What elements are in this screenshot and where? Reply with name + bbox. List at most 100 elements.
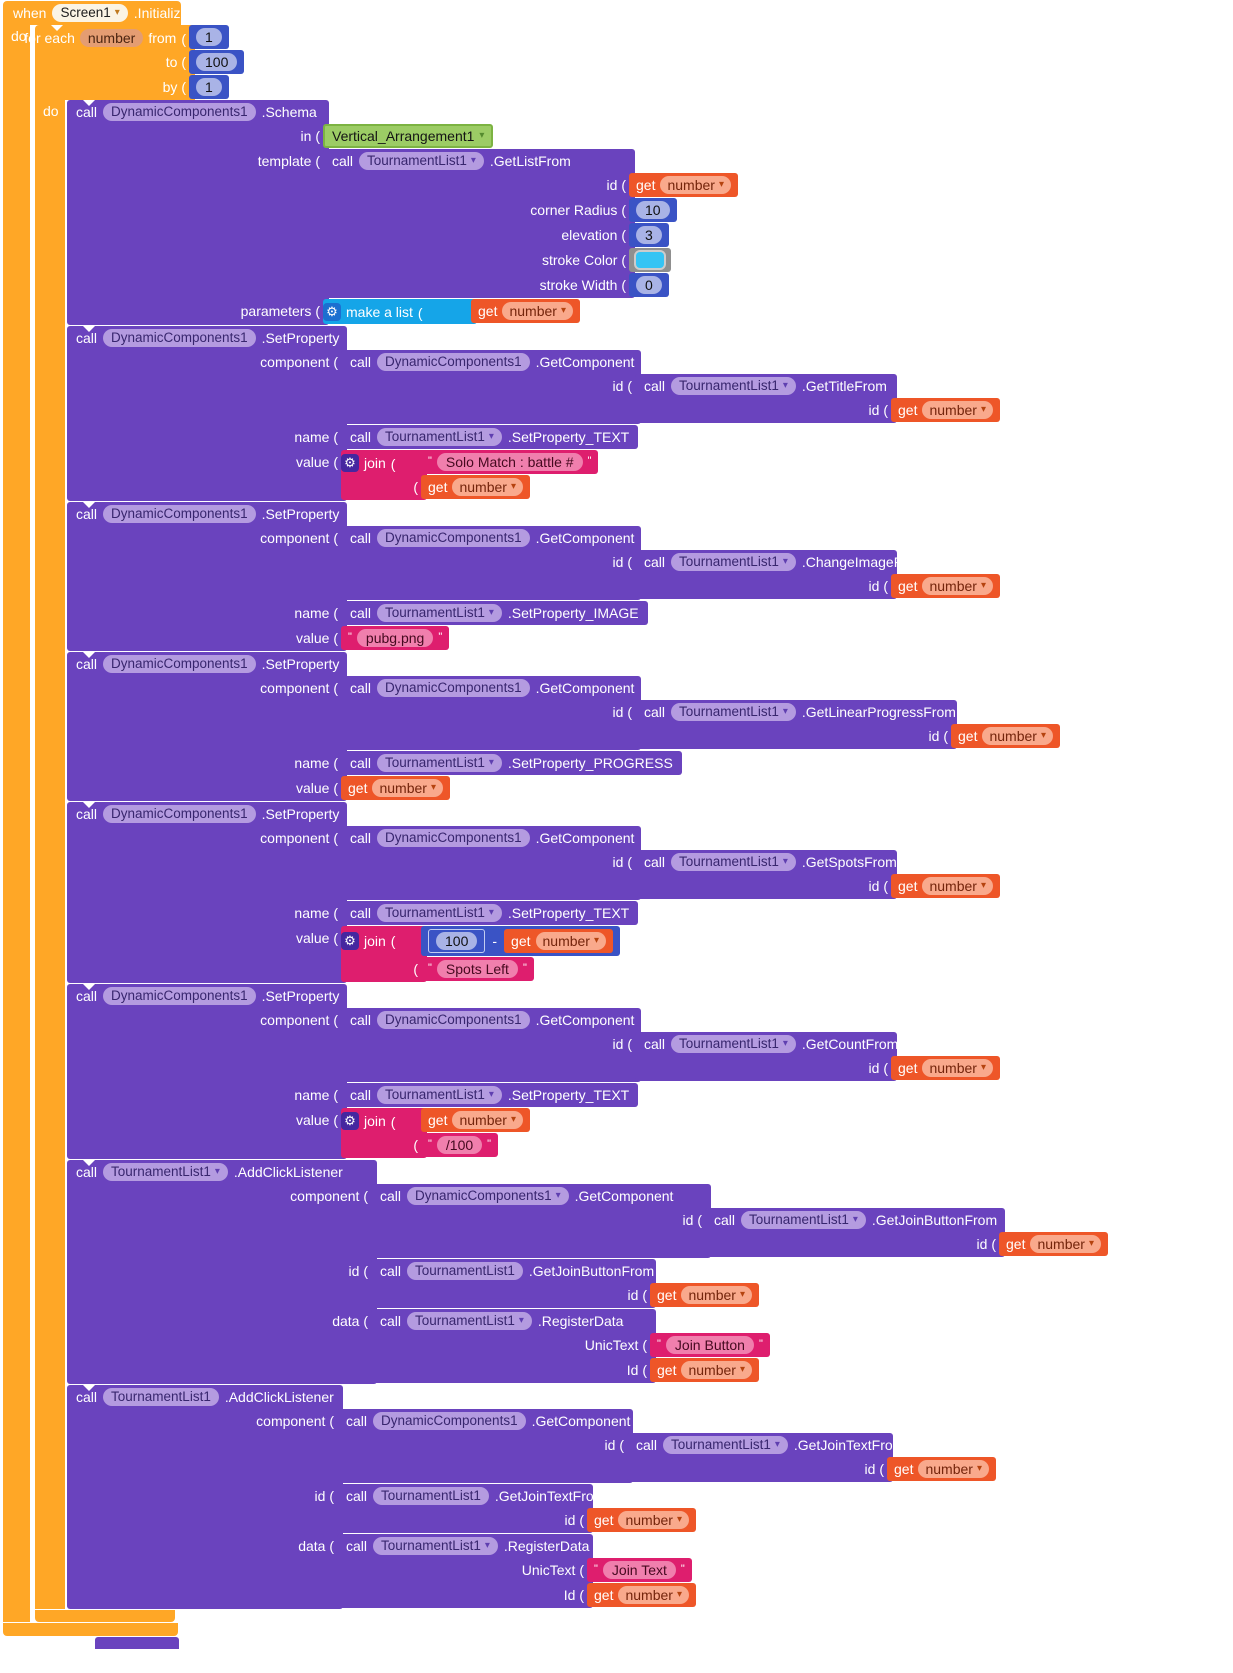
- dropdown-icon[interactable]: ▾: [488, 607, 494, 618]
- tournamentlist1-chip[interactable]: TournamentList1: [407, 1262, 523, 1280]
- get-number-block[interactable]: get number ▾: [471, 299, 580, 323]
- tournamentlist1-chip[interactable]: TournamentList1 ▾: [373, 1537, 498, 1555]
- variable-field[interactable]: number ▾: [922, 577, 993, 595]
- text-field[interactable]: Join Text: [602, 1561, 676, 1579]
- schema-block[interactable]: call DynamicComponents1 .Schema in Verti…: [67, 100, 738, 325]
- dynamiccomponents1-chip[interactable]: DynamicComponents1: [377, 1011, 530, 1029]
- setproperty-image-method-block[interactable]: call TournamentList1 ▾ .SetProperty_IMAGE: [341, 601, 648, 625]
- dropdown-icon[interactable]: ▾: [774, 1439, 780, 1450]
- text-block-spots-left[interactable]: Spots Left: [421, 957, 534, 981]
- dropdown-icon[interactable]: ▾: [676, 1589, 682, 1600]
- tournamentlist1-chip[interactable]: TournamentList1 ▾: [671, 553, 796, 571]
- getcountfrom-block[interactable]: call TournamentList1 ▾ .GetCountFrom id: [635, 1032, 1000, 1081]
- setproperty-title-block[interactable]: call DynamicComponents1 .SetProperty com…: [67, 326, 1000, 501]
- dropdown-icon[interactable]: ▾: [470, 155, 476, 166]
- number-field[interactable]: 100: [196, 53, 238, 71]
- get-number-block[interactable]: get number ▾: [650, 1358, 759, 1382]
- dropdown-icon[interactable]: ▾: [593, 935, 599, 946]
- dynamiccomponents1-chip[interactable]: DynamicComponents1 ▾: [407, 1187, 569, 1205]
- tournamentlist1-chip[interactable]: TournamentList1 ▾: [671, 1035, 796, 1053]
- dynamiccomponents1-chip[interactable]: DynamicComponents1: [103, 103, 256, 121]
- number-field[interactable]: 3: [636, 226, 662, 244]
- variable-field[interactable]: number ▾: [922, 877, 993, 895]
- getjointextfrom-block[interactable]: call TournamentList1 .GetJoinTextFrom id…: [337, 1484, 696, 1533]
- variable-field[interactable]: number ▾: [452, 1111, 523, 1129]
- getspotsfrom-block[interactable]: call TournamentList1 ▾ .GetSpotsFrom id: [635, 850, 1000, 899]
- text-block-image[interactable]: pubg.png: [341, 626, 450, 650]
- get-number-block[interactable]: get number ▾: [629, 173, 738, 197]
- join-block[interactable]: ⚙ join Solo Match : battle # g: [341, 450, 599, 500]
- dropdown-icon[interactable]: ▾: [555, 1190, 561, 1201]
- get-number-block[interactable]: get number ▾: [891, 398, 1000, 422]
- color-block[interactable]: [629, 248, 671, 272]
- variable-field[interactable]: number ▾: [1030, 1235, 1101, 1253]
- dropdown-icon[interactable]: ▾: [488, 1089, 494, 1100]
- dropdown-icon[interactable]: ▾: [484, 1540, 490, 1551]
- get-number-block[interactable]: get number ▾: [504, 929, 613, 953]
- dropdown-icon[interactable]: ▾: [782, 380, 788, 391]
- dropdown-icon[interactable]: ▾: [214, 1166, 220, 1177]
- variable-field[interactable]: number ▾: [922, 401, 993, 419]
- dynamiccomponents1-chip[interactable]: DynamicComponents1: [103, 805, 256, 823]
- vertical-arrangement-block[interactable]: Vertical_Arrangement1 ▾: [323, 124, 494, 148]
- variable-field[interactable]: number ▾: [922, 1059, 993, 1077]
- number-block-elevation[interactable]: 3: [629, 223, 669, 247]
- dropdown-icon[interactable]: ▾: [980, 404, 986, 415]
- number-block-by[interactable]: 1: [189, 75, 229, 99]
- dropdown-icon[interactable]: ▾: [479, 130, 485, 141]
- getjointextfrom-block[interactable]: call TournamentList1 ▾ .GetJoinTextFrom i…: [627, 1433, 996, 1482]
- dynamiccomponents1-chip[interactable]: DynamicComponents1: [103, 329, 256, 347]
- number-block-radius[interactable]: 10: [629, 198, 677, 222]
- dynamiccomponents1-chip[interactable]: DynamicComponents1: [377, 679, 530, 697]
- setproperty-text-method-block[interactable]: call TournamentList1 ▾ .SetProperty_TEXT: [341, 901, 639, 925]
- mutator-gear-icon[interactable]: ⚙: [341, 454, 359, 472]
- variable-field[interactable]: number ▾: [918, 1460, 989, 1478]
- get-number-block[interactable]: get number ▾: [891, 1056, 1000, 1080]
- number-block-from[interactable]: 1: [189, 25, 229, 49]
- dropdown-icon[interactable]: ▾: [518, 1315, 524, 1326]
- get-number-block[interactable]: get number ▾: [951, 724, 1060, 748]
- dropdown-icon[interactable]: ▾: [488, 431, 494, 442]
- get-number-block[interactable]: get number ▾: [650, 1283, 759, 1307]
- dynamiccomponents1-chip[interactable]: DynamicComponents1: [377, 353, 530, 371]
- event-block-header[interactable]: when Screen1 ▾ .Initialize: [3, 1, 188, 25]
- number-field[interactable]: 10: [636, 201, 670, 219]
- dropdown-icon[interactable]: ▾: [718, 179, 724, 190]
- dropdown-icon[interactable]: ▾: [1088, 1238, 1094, 1249]
- addclicklistener-button-block[interactable]: call TournamentList1 ▾ .AddClickListener …: [67, 1160, 1108, 1384]
- event-block-screen1-initialize[interactable]: when Screen1 ▾ .Initialize do for each nu…: [3, 1, 1233, 1636]
- tournamentlist1-chip[interactable]: TournamentList1 ▾: [407, 1312, 532, 1330]
- setproperty-text-method-block[interactable]: call TournamentList1 ▾ .SetProperty_TEXT: [341, 425, 639, 449]
- tournamentlist1-chip[interactable]: TournamentList1 ▾: [671, 703, 796, 721]
- mutator-gear-icon[interactable]: ⚙: [323, 303, 341, 321]
- text-block-title[interactable]: Solo Match : battle #: [421, 450, 599, 474]
- get-number-block[interactable]: get number ▾: [887, 1457, 996, 1481]
- variable-field[interactable]: number ▾: [372, 779, 443, 797]
- getjoinbuttonfrom-block[interactable]: call TournamentList1 .GetJoinButtonFrom …: [371, 1259, 759, 1308]
- changeimagefrom-block[interactable]: call TournamentList1 ▾ .ChangeImageFrom i…: [635, 550, 1000, 599]
- subtract-block[interactable]: 100- get number ▾: [421, 926, 620, 956]
- number-field[interactable]: 100: [436, 932, 478, 950]
- get-number-block[interactable]: get number ▾: [421, 1108, 530, 1132]
- gettitlefrom-block[interactable]: call TournamentList1 ▾ .GetTitleFrom id: [635, 374, 1000, 423]
- dropdown-icon[interactable]: ▾: [676, 1514, 682, 1525]
- tournamentlist1-chip[interactable]: TournamentList1 ▾: [671, 853, 796, 871]
- text-field[interactable]: /100: [436, 1136, 483, 1154]
- for-each-header[interactable]: for each number from 1 to 100 by: [24, 25, 245, 100]
- for-each-block[interactable]: for each number from 1 to 100 by: [24, 25, 1108, 1622]
- get-number-block[interactable]: get number ▾: [587, 1508, 696, 1532]
- number-block-strokewidth[interactable]: 0: [629, 273, 669, 297]
- variable-field[interactable]: number ▾: [618, 1586, 689, 1604]
- dropdown-icon[interactable]: ▾: [852, 1214, 858, 1225]
- getcomponent-block[interactable]: call DynamicComponents1 .GetComponent id: [341, 526, 1000, 600]
- getcomponent-block[interactable]: call DynamicComponents1 .GetComponent id: [341, 826, 1000, 900]
- tournamentlist1-chip[interactable]: TournamentList1 ▾: [359, 152, 484, 170]
- dropdown-icon[interactable]: ▾: [739, 1289, 745, 1300]
- setproperty-progress-block[interactable]: call DynamicComponents1 .SetProperty com…: [67, 652, 1060, 801]
- screen1-dropdown[interactable]: Screen1 ▾: [52, 4, 128, 22]
- dropdown-icon[interactable]: ▾: [114, 7, 120, 18]
- tournamentlist1-chip[interactable]: TournamentList1 ▾: [741, 1211, 866, 1229]
- addclicklistener-text-block[interactable]: call TournamentList1 .AddClickListener c…: [67, 1385, 996, 1609]
